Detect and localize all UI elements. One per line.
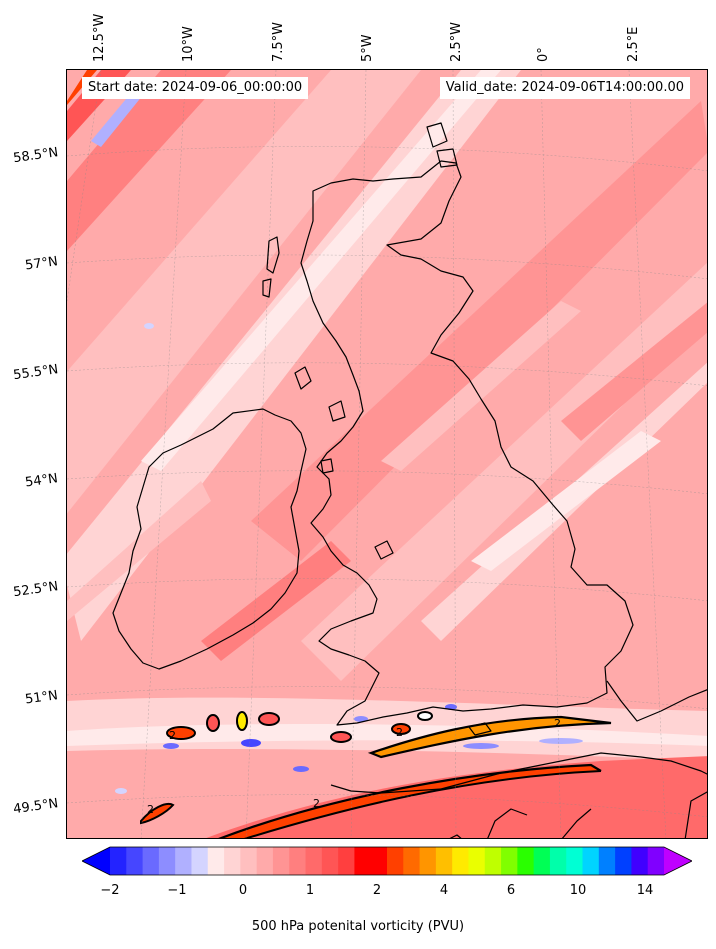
lat-label: 52.5°N [12,579,60,601]
lon-label: 0° [536,47,551,62]
graticule [67,70,707,838]
colorbar-segment [403,847,421,875]
colorbar-segment [256,847,274,875]
colorbar-tick-label: 1 [305,883,315,898]
colorbar-segment [224,847,241,875]
lat-label: 49.5°N [12,796,60,818]
colorbar-segment [517,847,535,875]
colorbar-tick-label: 10 [569,883,587,898]
colorbar-segment [305,847,323,875]
colorbar-tick-label: −1 [167,883,187,898]
contour-label: 2 [396,726,403,739]
colorbar-segment [289,847,307,875]
colorbar-segment [484,847,502,875]
contour-label: 2 [554,717,561,730]
coastline [112,122,707,838]
colorbar-extend-max [664,847,692,875]
colorbar-tick-label: 2 [372,883,382,898]
colorbar-segment [631,847,649,875]
colorbar-segment [175,847,193,875]
colorbar-segment [419,847,437,875]
lon-label: 10°W [181,26,196,62]
colorbar-title: 500 hPa potenital vorticity (PVU) [251,919,465,934]
colorbar-segment [191,847,209,875]
lon-label: 12.5°W [92,13,107,62]
colorbar-segment [321,847,339,875]
colorbar-segment [647,847,665,875]
colorbar-tick-label: 14 [636,883,654,898]
valid-date-label: Valid_date: 2024-09-06T14:00:00.00 [439,77,690,99]
colorbar-segment [582,847,600,875]
colorbar-segment [110,847,127,875]
colorbar-segment [370,847,388,875]
contour-label: 2 [147,803,154,816]
colorbar-tick-label: 6 [506,883,516,898]
colorbar-segment [468,847,486,875]
colorbar-segment [272,847,290,875]
colorbar-segment [240,847,258,875]
colorbar-segment [452,847,470,875]
colorbar-segment [338,847,356,875]
colorbar-segment [501,847,518,875]
contour-label: 2 [169,729,176,742]
colorbar-segment [566,847,584,875]
colorbar-segment [615,847,633,875]
pv-streaks [67,70,707,681]
colorbar-segment [207,847,225,875]
lon-label: 2.5°E [626,26,641,62]
colorbar-tick-label: 4 [439,883,449,898]
colorbar-segment [549,847,567,875]
colorbar-segment [142,847,160,875]
colorbar [82,846,692,876]
colorbar-tick-label: −2 [100,883,120,898]
colorbar-segment [354,847,372,875]
colorbar-tick-label: 0 [238,883,248,898]
lat-label: 55.5°N [12,362,60,384]
lon-label: 2.5°W [449,21,464,62]
start-date-label: Start date: 2024-09-06_00:00:00 [82,77,309,99]
map-panel[interactable]: 2 2 2 2 2 [66,69,708,839]
lat-label: 54°N [24,471,60,491]
lat-label: 58.5°N [12,145,60,167]
colorbar-outline [82,846,692,876]
pv-jet-band [67,323,707,838]
lon-label: 5°W [360,34,375,62]
lat-label: 51°N [24,688,60,708]
lon-label: 7.5°W [271,21,286,62]
colorbar-segment [598,847,616,875]
colorbar-extend-min [82,847,110,875]
contour-label: 2 [313,797,320,810]
colorbar-segment [126,847,144,875]
lat-label: 57°N [24,254,60,274]
colorbar-segment [387,847,404,875]
colorbar-segment [435,847,453,875]
colorbar-segment [533,847,551,875]
colorbar-segment [158,847,176,875]
